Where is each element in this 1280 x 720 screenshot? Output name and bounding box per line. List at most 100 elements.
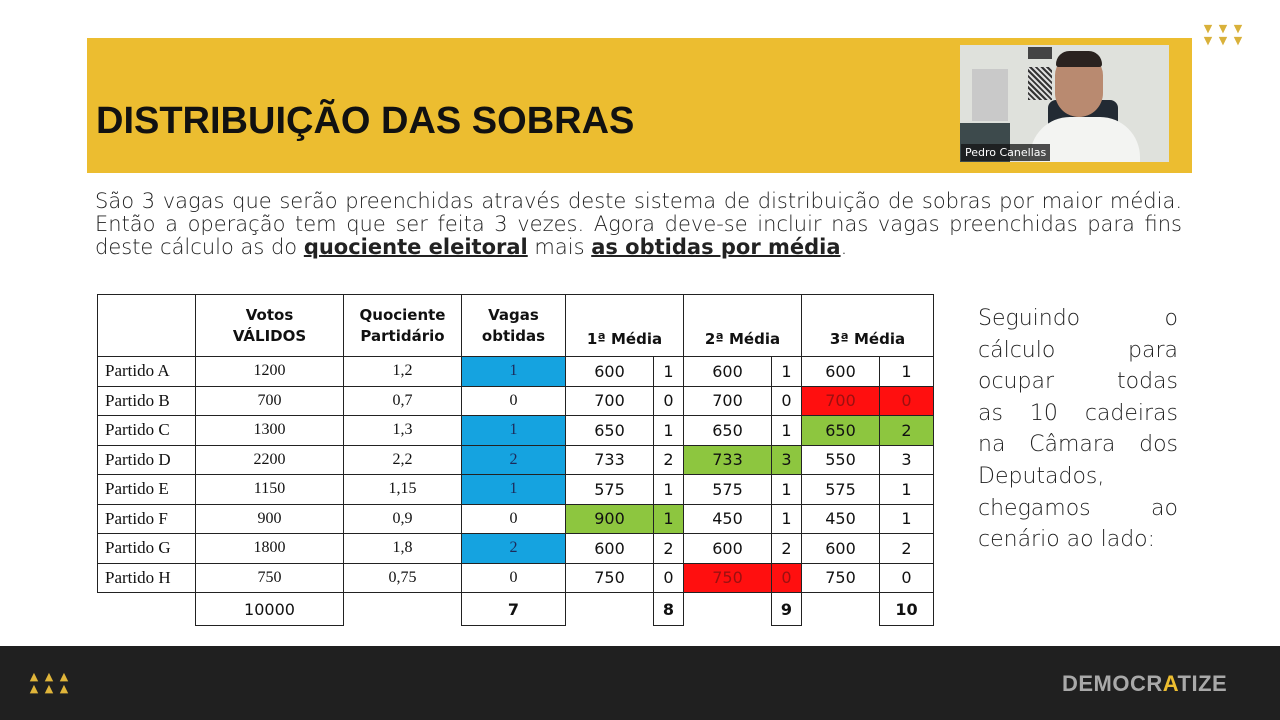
party-name: Partido A	[97, 356, 196, 387]
vagas-cell: 0	[461, 385, 566, 416]
seats3-cell: 1	[879, 474, 934, 505]
side-text-line: ocupar todas	[978, 369, 1178, 395]
party-name: Partido C	[97, 415, 196, 446]
chevron-down-logo-icon: ▼ ▼ ▼ ▼ ▼ ▼	[1203, 22, 1243, 47]
obtidas-por-media-link: as obtidas por média	[591, 235, 841, 259]
seats2-cell: 1	[771, 503, 802, 534]
media3-cell: 550	[801, 444, 880, 475]
party-name: Partido B	[97, 385, 196, 416]
media1-cell: 700	[565, 385, 654, 416]
media3-cell-winner: 650	[801, 415, 880, 446]
header-empty	[97, 294, 196, 357]
media1-cell: 600	[565, 533, 654, 564]
seats2-cell: 0	[771, 385, 802, 416]
seats3-cell: 1	[879, 356, 934, 387]
header-vagas: Vagas obtidas	[461, 294, 566, 357]
votos-cell: 900	[195, 503, 344, 534]
side-text-line: as 10 cadeiras	[978, 400, 1178, 426]
vagas-cell: 1	[461, 356, 566, 387]
seats1-cell: 0	[653, 385, 684, 416]
media3-cell: 575	[801, 474, 880, 505]
media1-cell: 750	[565, 562, 654, 593]
side-text-line: cálculo para	[978, 337, 1178, 363]
party-name: Partido G	[97, 533, 196, 564]
table-header-row: Votos VÁLIDOS Quociente Partidário Vagas ob…	[97, 294, 934, 357]
participant-name-label: Pedro Canellas	[961, 144, 1051, 161]
vagas-cell: 1	[461, 415, 566, 446]
table-row: Partido F 900 0,9 0 900 1 450 1 450 1	[97, 503, 934, 534]
intro-text: mais	[527, 235, 592, 259]
table-row: Partido H 750 0,75 0 750 0 750 0 750 0	[97, 562, 934, 593]
party-name: Partido E	[97, 474, 196, 505]
party-name: Partido D	[97, 444, 196, 475]
media3-cell: 600	[801, 533, 880, 564]
quociente-cell: 0,75	[343, 562, 462, 593]
media3-cell-loser: 700	[801, 385, 880, 416]
table-row: Partido C 1300 1,3 1 650 1 650 1 650 2	[97, 415, 934, 446]
totals-empty	[98, 593, 196, 626]
total-seats-1: 8	[653, 592, 684, 626]
header-media-2: 2ª Média	[683, 294, 802, 357]
totals-empty	[344, 593, 462, 626]
speaker-hair	[1056, 51, 1102, 67]
side-text-line: na Câmara dos	[978, 432, 1178, 458]
side-text-line: chegamos ao	[978, 495, 1178, 521]
seats3-cell-winner: 2	[879, 415, 934, 446]
vagas-cell: 2	[461, 533, 566, 564]
webcam-video-tile[interactable]: Pedro Canellas	[960, 45, 1169, 162]
quociente-cell: 1,8	[343, 533, 462, 564]
seats1-cell: 2	[653, 533, 684, 564]
wall-poster	[1028, 47, 1052, 59]
footer-bar	[0, 646, 1280, 720]
votos-cell: 750	[195, 562, 344, 593]
seats1-cell: 0	[653, 562, 684, 593]
party-name: Partido F	[97, 503, 196, 534]
header-media-3: 3ª Média	[801, 294, 934, 357]
quociente-eleitoral-link: quociente eleitoral	[303, 235, 528, 259]
vagas-cell: 0	[461, 503, 566, 534]
seats2-cell-loser: 0	[771, 562, 802, 593]
media1-cell: 600	[565, 356, 654, 387]
total-seats-3: 10	[879, 592, 934, 626]
seats1-cell: 2	[653, 444, 684, 475]
quociente-cell: 1,15	[343, 474, 462, 505]
democratize-logo: DEMOCRATIZE	[1062, 671, 1228, 696]
wall-poster	[972, 69, 1008, 121]
side-text-line: Seguindo o	[978, 306, 1178, 331]
seats3-cell: 1	[879, 503, 934, 534]
table-row: Partido B 700 0,7 0 700 0 700 0 700 0	[97, 385, 934, 416]
party-name: Partido H	[97, 562, 196, 593]
quociente-cell: 2,2	[343, 444, 462, 475]
media1-cell: 575	[565, 474, 654, 505]
media2-cell: 650	[683, 415, 772, 446]
total-vagas: 7	[461, 592, 566, 626]
media2-cell: 575	[683, 474, 772, 505]
seats3-cell: 0	[879, 562, 934, 593]
seats1-cell-winner: 1	[653, 503, 684, 534]
seat-distribution-table: Votos VÁLIDOS Quociente Partidário Vagas ob…	[97, 294, 934, 626]
vagas-cell: 0	[461, 562, 566, 593]
media2-cell: 700	[683, 385, 772, 416]
seats1-cell: 1	[653, 356, 684, 387]
media3-cell: 450	[801, 503, 880, 534]
media2-cell: 450	[683, 503, 772, 534]
totals-empty	[802, 593, 880, 626]
quociente-cell: 0,9	[343, 503, 462, 534]
seats2-cell-winner: 3	[771, 444, 802, 475]
media3-cell: 600	[801, 356, 880, 387]
intro-text: .	[840, 235, 848, 259]
media1-cell: 733	[565, 444, 654, 475]
total-seats-2: 9	[771, 592, 802, 626]
totals-empty	[684, 593, 772, 626]
media2-cell-loser: 750	[683, 562, 772, 593]
chevron-up-logo-icon: ▲ ▲ ▲ ▲ ▲ ▲	[29, 670, 69, 695]
table-row: Partido D 2200 2,2 2 733 2 733 3 550 3	[97, 444, 934, 475]
table-row: Partido A 1200 1,2 1 600 1 600 1 600 1	[97, 356, 934, 387]
vagas-cell: 2	[461, 444, 566, 475]
seats3-cell-loser: 0	[879, 385, 934, 416]
vagas-cell: 1	[461, 474, 566, 505]
votos-cell: 700	[195, 385, 344, 416]
quociente-cell: 0,7	[343, 385, 462, 416]
seats2-cell: 1	[771, 474, 802, 505]
seats3-cell: 2	[879, 533, 934, 564]
